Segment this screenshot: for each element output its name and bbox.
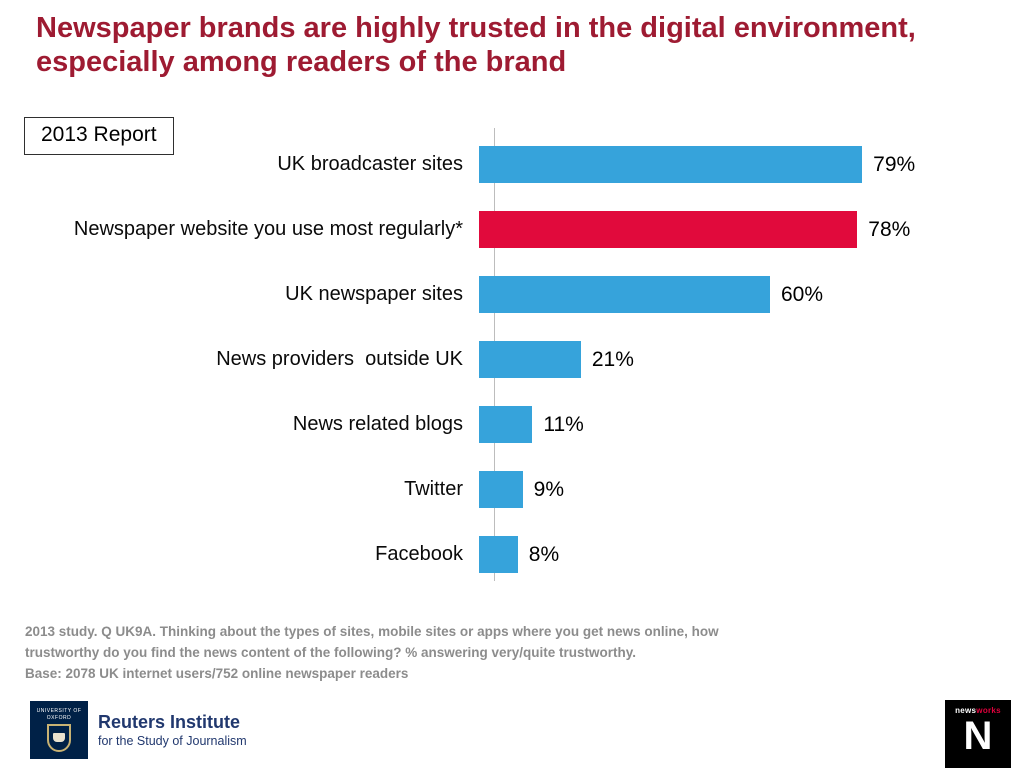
bar [479, 341, 581, 378]
value-label: 60% [781, 282, 824, 306]
bar [479, 536, 518, 573]
footnote-line: Base: 2078 UK internet users/752 online … [25, 665, 409, 681]
category-label: Twitter [404, 478, 463, 500]
oxford-crest-text: UNIVERSITY OF OXFORD [36, 708, 82, 721]
bar-row: UK broadcaster sites 79% [0, 132, 1024, 197]
newsworks-word-works: works [976, 706, 1001, 715]
oxford-crest-icon: UNIVERSITY OF OXFORD [30, 701, 88, 759]
newsworks-wordmark: newsworks [945, 706, 1011, 715]
bar-row: News related blogs 11% [0, 392, 1024, 457]
bar [479, 471, 523, 508]
footnote-line: trustworthy do you find the news content… [25, 644, 637, 660]
reuters-text-block: Reuters Institute for the Study of Journ… [98, 712, 247, 748]
value-label: 11% [543, 412, 584, 436]
bar [479, 146, 863, 183]
bar-row: Facebook 8% [0, 522, 1024, 587]
category-label: Newspaper website you use most regularly… [73, 218, 463, 240]
value-label: 78% [868, 217, 911, 241]
footnote: 2013 study. Q UK9A. Thinking about the t… [25, 622, 719, 685]
value-label: 79% [873, 152, 916, 176]
reuters-name: Reuters Institute [98, 712, 241, 733]
bar [479, 406, 533, 443]
category-label: News related blogs [292, 413, 463, 435]
oxford-shield-icon [47, 724, 71, 752]
value-label: 21% [591, 347, 634, 371]
newsworks-word-news: news [955, 706, 977, 715]
category-label: News providers outside UK [216, 348, 463, 370]
bar-row: News providers outside UK 21% [0, 327, 1024, 392]
bar [479, 276, 770, 313]
newsworks-logo: newsworks N [945, 700, 1011, 768]
open-book-icon [53, 733, 65, 742]
bar-row: UK newspaper sites 60% [0, 262, 1024, 327]
bar [479, 211, 858, 248]
bar-row: Twitter 9% [0, 457, 1024, 522]
bar-row: Newspaper website you use most regularly… [0, 197, 1024, 262]
value-label: 8% [528, 542, 560, 566]
newsworks-n-icon: N [963, 714, 993, 758]
reuters-institute-logo: UNIVERSITY OF OXFORD Reuters Institute f… [30, 701, 247, 759]
category-label: UK newspaper sites [285, 283, 463, 305]
slide-title: Newspaper brands are highly trusted in t… [36, 12, 916, 78]
footnote-line: 2013 study. Q UK9A. Thinking about the t… [25, 624, 719, 639]
bar-chart: UK broadcaster sites 79% Newspaper website… [0, 132, 1024, 587]
value-label: 9% [533, 477, 564, 501]
category-label: Facebook [375, 543, 463, 565]
reuters-subtitle: for the Study of Journalism [98, 733, 247, 748]
report-label-box: 2013 Report [24, 117, 174, 155]
category-label: UK broadcaster sites [277, 153, 463, 175]
